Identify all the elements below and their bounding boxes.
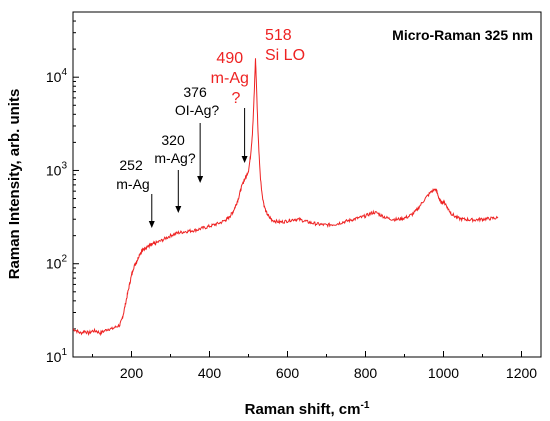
x-tick-label: 200 [120,365,144,381]
x-tick-label: 800 [354,365,378,381]
annotation-arrow-head [241,156,248,163]
annotation-arrow-head [148,221,155,228]
annotation-252: 252 m-Ag [116,157,149,192]
x-axis-ticks: 200 400 600 800 1000 1200 [92,351,537,381]
y-axis-ticks: 101 102 103 104 [46,11,79,365]
y-tick-label: 103 [46,160,68,178]
spectrum-line [72,58,499,337]
x-tick-label: 600 [276,365,300,381]
chart-title: Micro-Raman 325 nm [392,27,533,43]
x-tick-label: 1200 [506,365,537,381]
y-tick-label: 102 [46,254,68,272]
annotation-arrow-head [175,206,182,213]
x-tick-label: 400 [198,365,222,381]
annotation-320: 320 m-Ag? [154,132,195,166]
annotation-490: 490 m-Ag ? [211,50,254,107]
x-axis-title: Raman shift, cm-1 [245,400,370,418]
y-tick-label: 101 [46,347,68,365]
annotation-376: 376 OI-Ag? [175,84,220,118]
x-tick-label: 1000 [428,365,459,381]
annotation-arrow-head [197,176,204,183]
y-tick-label: 104 [46,67,68,85]
annotation-518: 518 Si LO [265,27,305,64]
y-axis-title: Raman Intensity, arb. units [6,89,23,280]
annotation-arrows [148,108,248,228]
